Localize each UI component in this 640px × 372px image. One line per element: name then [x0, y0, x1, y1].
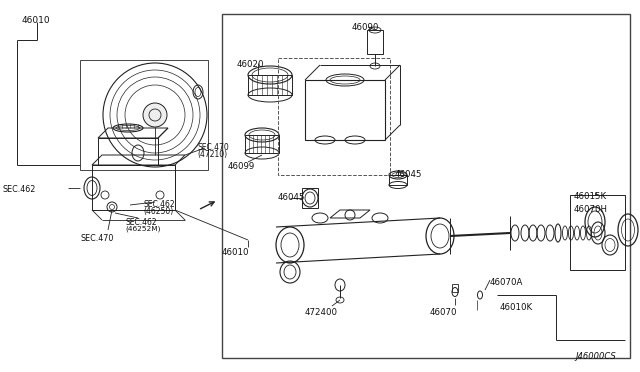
Text: 46010: 46010	[22, 16, 51, 25]
Bar	[92, 165, 175, 210]
Text: 46090: 46090	[352, 23, 380, 32]
Text: J46000CS: J46000CS	[575, 352, 616, 361]
Text: (47210): (47210)	[197, 150, 227, 159]
Text: 46010: 46010	[222, 248, 250, 257]
Text: (46252M): (46252M)	[125, 225, 161, 231]
Bar	[305, 80, 385, 140]
Text: SEC.462: SEC.462	[125, 218, 157, 227]
Text: 46070: 46070	[430, 308, 458, 317]
Bar	[389, 175, 407, 185]
Text: 46015K: 46015K	[574, 192, 607, 201]
Bar	[570, 195, 625, 270]
Bar	[245, 135, 279, 153]
Text: 46020: 46020	[237, 60, 264, 69]
Bar	[222, 14, 630, 358]
Bar	[302, 188, 318, 208]
Text: 46045: 46045	[278, 193, 305, 202]
Bar	[98, 138, 158, 165]
Text: 46045: 46045	[395, 170, 422, 179]
Text: SEC.470: SEC.470	[197, 143, 228, 152]
Text: 46099: 46099	[228, 162, 255, 171]
Text: 46070A: 46070A	[490, 278, 524, 287]
Text: 46010K: 46010K	[500, 303, 533, 312]
Text: SEC.462: SEC.462	[2, 185, 35, 194]
Text: 472400: 472400	[305, 308, 338, 317]
Circle shape	[143, 103, 167, 127]
Text: SEC.470: SEC.470	[80, 234, 113, 243]
Bar	[80, 60, 208, 170]
Bar	[452, 284, 458, 292]
Text: SEC.462: SEC.462	[143, 200, 175, 209]
Bar	[248, 75, 292, 95]
Text: (46250): (46250)	[143, 207, 173, 216]
Text: 46070H: 46070H	[574, 205, 608, 214]
Bar	[367, 30, 383, 54]
